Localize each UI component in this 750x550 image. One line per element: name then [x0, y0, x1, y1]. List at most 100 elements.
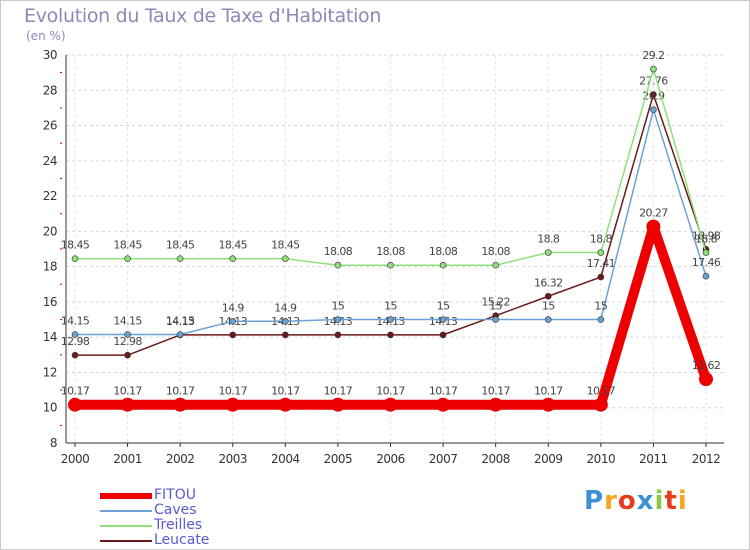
y-tick-label: 28 — [43, 83, 57, 97]
data-label-treilles: 18.45 — [113, 239, 142, 252]
y-tick-label: 22 — [43, 189, 57, 203]
data-point-caves — [229, 318, 237, 325]
data-label-fitou: 20.27 — [639, 207, 668, 220]
y-tick-label: 16 — [43, 295, 57, 309]
logo-letter: x — [636, 486, 655, 516]
legend-swatch-treilles — [100, 525, 152, 527]
data-label-caves: 15 — [437, 300, 450, 313]
data-point-leucate — [282, 331, 289, 339]
data-label-treilles: 18.08 — [429, 245, 458, 258]
legend-label-fitou: FITOU — [154, 487, 196, 503]
data-label-leucate: 16.32 — [534, 276, 563, 289]
data-label-treilles: 18.08 — [481, 245, 510, 258]
y-tick-label: 10 — [43, 401, 57, 415]
data-label-fitou: 10.17 — [324, 385, 353, 398]
data-point-fitou — [173, 397, 188, 412]
data-label-leucate: 18.98 — [692, 229, 721, 242]
data-label-fitou: 10.17 — [481, 385, 510, 398]
logo-letter: o — [617, 486, 637, 516]
data-label-fitou: 10.17 — [166, 385, 195, 398]
data-point-treilles — [439, 261, 447, 269]
data-point-caves — [282, 318, 289, 325]
data-point-caves — [387, 316, 394, 323]
data-label-fitou: 10.17 — [113, 385, 142, 398]
data-label-caves: 15 — [542, 300, 555, 313]
data-point-caves — [702, 272, 710, 280]
data-point-fitou — [68, 397, 82, 412]
data-label-caves: 14.9 — [274, 301, 297, 314]
data-label-treilles: 18.08 — [324, 245, 353, 258]
y-tick-label: 30 — [43, 48, 57, 62]
data-point-leucate — [597, 273, 605, 281]
data-point-treilles — [71, 255, 79, 263]
data-point-caves — [176, 331, 184, 338]
data-point-caves — [544, 316, 552, 323]
legend-label-leucate: Leucate — [154, 532, 210, 548]
data-point-treilles — [229, 255, 237, 263]
data-label-caves: 14.9 — [222, 301, 245, 314]
chart-unit-label: (en %) — [26, 29, 66, 43]
x-tick-label: 2005 — [324, 452, 353, 466]
data-label-treilles: 18.8 — [590, 233, 613, 246]
data-point-fitou — [436, 397, 451, 412]
data-label-treilles: 29.2 — [642, 49, 664, 62]
data-point-treilles — [282, 255, 289, 263]
x-tick-label: 2009 — [534, 452, 563, 466]
legend-swatch-leucate — [100, 540, 152, 542]
data-label-treilles: 18.08 — [376, 245, 405, 258]
chart-title: Evolution du Taux de Taxe d'Habitation — [24, 5, 382, 27]
data-point-fitou — [541, 397, 556, 412]
data-point-fitou — [646, 219, 661, 234]
data-point-caves — [439, 316, 447, 323]
data-label-fitou: 10.17 — [219, 385, 248, 398]
x-tick-label: 2000 — [61, 452, 90, 466]
data-point-leucate — [650, 91, 657, 98]
data-point-caves — [650, 106, 657, 113]
data-point-treilles — [544, 249, 552, 256]
y-tick-label: 14 — [43, 330, 57, 344]
data-label-treilles: 18.45 — [271, 239, 300, 252]
data-point-caves — [124, 331, 131, 338]
x-tick-label: 2003 — [218, 452, 247, 466]
logo-letter: r — [604, 486, 618, 516]
logo-letter: i — [654, 486, 665, 516]
data-point-treilles — [387, 261, 394, 269]
x-tick-label: 2002 — [166, 452, 195, 466]
x-tick-label: 2007 — [429, 452, 458, 466]
data-point-fitou — [225, 397, 240, 412]
data-label-caves: 14.15 — [113, 315, 142, 328]
data-point-fitou — [699, 372, 713, 387]
y-tick-label: 26 — [43, 119, 57, 133]
data-point-caves — [597, 316, 605, 323]
data-point-treilles — [492, 261, 499, 269]
data-label-fitou: 11.62 — [692, 359, 721, 372]
data-point-leucate — [387, 331, 394, 339]
data-point-fitou — [383, 397, 398, 412]
data-label-fitou: 10.17 — [61, 385, 90, 398]
legend-label-caves: Caves — [154, 502, 197, 518]
y-tick-label: 12 — [43, 365, 57, 379]
y-tick-label: 18 — [43, 260, 57, 274]
data-point-leucate — [439, 331, 447, 339]
data-label-caves: 14.15 — [166, 315, 195, 328]
logo-letter: P — [584, 486, 605, 516]
data-point-fitou — [330, 397, 345, 412]
data-label-leucate: 12.98 — [61, 335, 90, 348]
legend-label-treilles: Treilles — [154, 517, 203, 533]
data-label-treilles: 18.45 — [166, 239, 195, 252]
data-point-caves — [71, 331, 79, 338]
data-label-caves: 15 — [489, 300, 502, 313]
data-point-leucate — [334, 331, 342, 339]
data-label-caves: 15 — [384, 300, 397, 313]
y-tick-label: 20 — [43, 224, 57, 238]
data-label-treilles: 18.8 — [695, 233, 718, 246]
data-label-fitou: 10.17 — [271, 385, 300, 398]
data-label-caves: 15 — [332, 300, 345, 313]
logo-letter: t — [664, 486, 678, 516]
x-tick-label: 2008 — [481, 452, 510, 466]
data-point-fitou — [278, 397, 293, 412]
data-point-fitou — [593, 397, 608, 412]
data-label-treilles: 18.45 — [219, 239, 248, 252]
